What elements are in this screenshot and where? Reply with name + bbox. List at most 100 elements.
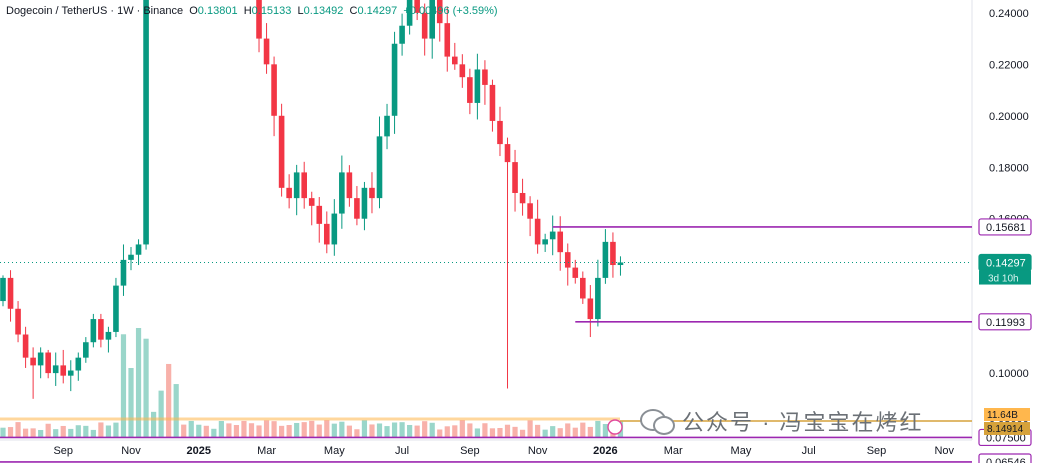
volume-bar xyxy=(286,425,292,438)
volume-bar xyxy=(135,328,142,438)
volume-bar xyxy=(467,423,473,438)
volume-bar xyxy=(22,428,29,438)
time-tick-label: Jul xyxy=(802,445,816,457)
candle-body xyxy=(587,298,594,320)
volume-bar xyxy=(572,427,578,438)
volume-bar xyxy=(143,338,149,438)
price-tick-label: 0.10000 xyxy=(989,368,1029,380)
candle-body xyxy=(120,259,127,286)
open-value: 0.13801 xyxy=(197,5,238,17)
volume-bar xyxy=(550,426,556,438)
price-label-text: 0.14297 xyxy=(986,258,1026,270)
candle-body xyxy=(316,205,323,224)
volume-bar xyxy=(399,422,405,438)
candle-body xyxy=(135,244,142,255)
volume-bar xyxy=(113,422,119,438)
candle-body xyxy=(271,64,277,116)
time-tick-label: May xyxy=(731,445,752,457)
candle-body xyxy=(572,267,579,278)
time-tick-label: Nov xyxy=(528,445,548,457)
candle-body xyxy=(549,231,556,240)
candle-body xyxy=(143,0,149,245)
volume-bar xyxy=(557,428,563,438)
volume-bar xyxy=(53,429,59,438)
time-tick-label: Jul xyxy=(395,445,409,457)
volume-bar xyxy=(241,420,247,438)
time-tick-label: 2025 xyxy=(187,445,211,457)
low-label: L xyxy=(297,5,304,17)
volume-bar xyxy=(407,424,413,438)
candle-body xyxy=(617,262,624,266)
high-label: H xyxy=(243,5,252,17)
volume-bar xyxy=(519,429,526,438)
candle-body xyxy=(610,241,616,266)
candle-body xyxy=(256,0,262,39)
candle-body xyxy=(75,357,82,371)
volume-bar xyxy=(301,422,307,438)
volume-bar xyxy=(504,424,511,438)
watermark-text: 公众号 · 冯宝宝在烤红 xyxy=(682,410,924,435)
volume-bar xyxy=(580,422,586,438)
time-tick-label: Mar xyxy=(257,445,276,457)
candle-body xyxy=(286,187,292,199)
time-tick-label: Sep xyxy=(460,445,480,457)
candle-body xyxy=(331,213,338,245)
volume-bar xyxy=(248,423,255,438)
candle-body xyxy=(482,69,488,85)
candle-body xyxy=(519,192,526,204)
volume-bar xyxy=(535,424,541,438)
event-marker-icon xyxy=(607,419,623,435)
volume-bar xyxy=(7,427,14,438)
candle-body xyxy=(376,136,383,199)
volume-bar xyxy=(30,428,36,438)
volume-bar xyxy=(83,425,89,438)
candle-body xyxy=(602,241,609,278)
volume-bar xyxy=(489,428,496,438)
volume-bar xyxy=(256,425,262,438)
volume-bar xyxy=(120,334,127,438)
price-label-box xyxy=(978,313,1032,331)
symbol-legend: Dogecoin / TetherUS · 1W · Binance O0.13… xyxy=(6,5,498,17)
volume-bar xyxy=(437,429,443,438)
candle-body xyxy=(52,365,59,374)
volume-bar xyxy=(166,363,172,438)
volume-bar xyxy=(587,426,593,438)
volume-bar xyxy=(376,423,383,438)
wechat-icon xyxy=(640,407,675,435)
volume-bar xyxy=(444,426,450,438)
time-tick-label: Sep xyxy=(867,445,887,457)
volume-bar xyxy=(203,425,209,438)
candle-body xyxy=(497,120,503,145)
volume-bar xyxy=(0,427,6,438)
volume-bar xyxy=(346,425,352,438)
countdown-box xyxy=(979,270,1031,285)
volume-bar xyxy=(60,425,66,438)
candle-body xyxy=(406,0,413,26)
candle-body xyxy=(384,115,390,137)
candle-body xyxy=(113,285,119,332)
open-label: O xyxy=(189,5,198,17)
candle-body xyxy=(504,144,511,163)
candle-body xyxy=(83,342,89,358)
watermark: 公众号 · 冯宝宝在烤红 xyxy=(640,405,924,437)
volume-ma-label-box xyxy=(984,422,1030,435)
symbol-title: Dogecoin / TetherUS · 1W · Binance xyxy=(6,5,184,17)
volume-bar xyxy=(294,422,300,438)
candle-body xyxy=(67,370,74,376)
volume-bar xyxy=(422,421,428,438)
price-label-text: 0.15681 xyxy=(986,222,1026,234)
candle-body xyxy=(60,365,67,376)
close-label: C xyxy=(349,5,358,17)
time-tick-label: Mar xyxy=(664,445,683,457)
candle-body xyxy=(98,319,104,340)
volume-bar xyxy=(226,423,232,438)
price-tick-label: 0.22000 xyxy=(989,59,1029,71)
volume-ma-label-text: 8.14914 xyxy=(987,424,1024,435)
price-label-box xyxy=(978,453,1032,463)
candle-body xyxy=(278,115,285,188)
volume-bar xyxy=(512,426,518,438)
candle-body xyxy=(399,25,405,44)
candle-body xyxy=(534,218,541,245)
